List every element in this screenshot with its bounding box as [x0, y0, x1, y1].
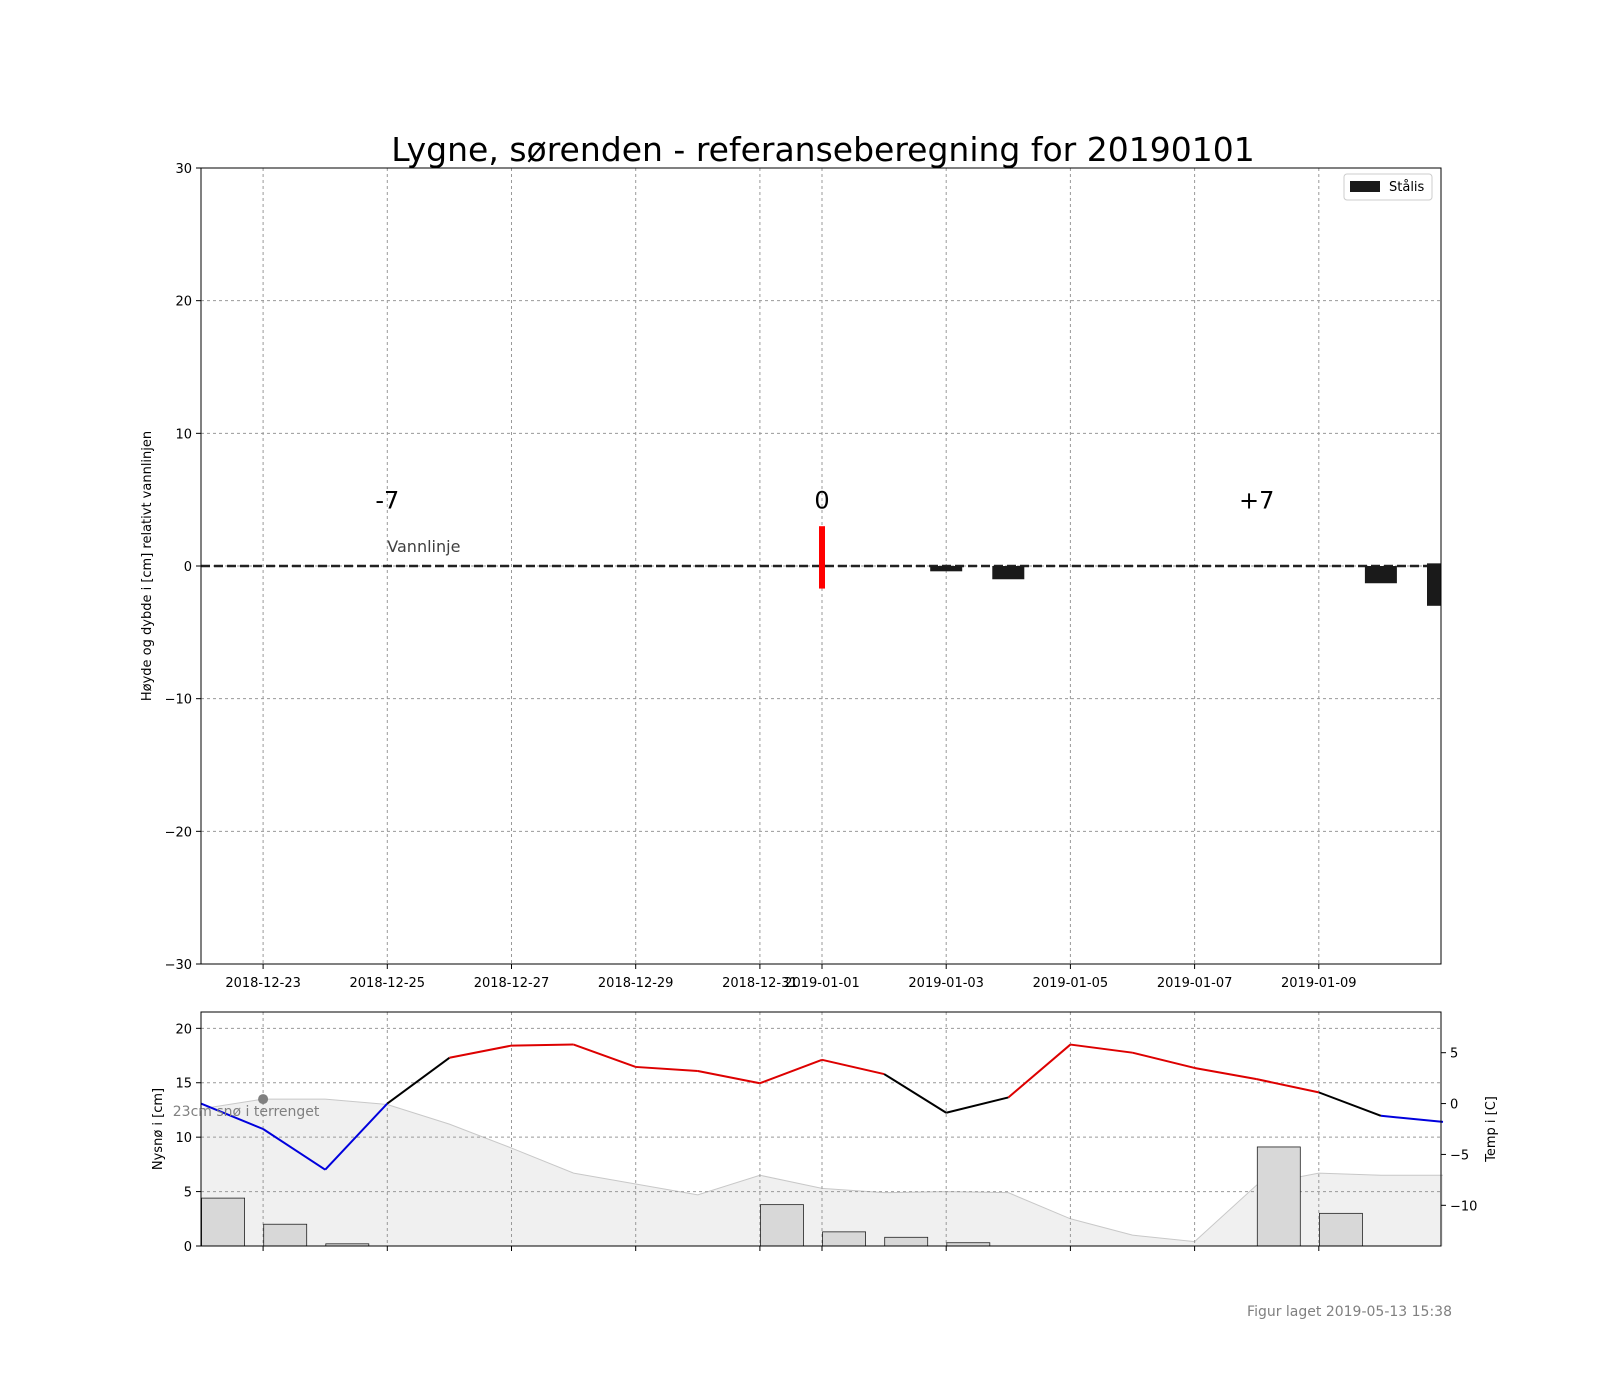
- temperature-segment: [1380, 1114, 1444, 1123]
- main-ytick-label: −10: [165, 693, 192, 708]
- main-ytick-label: 30: [175, 162, 192, 177]
- temperature-segment: [1194, 1066, 1257, 1081]
- temperature-segment: [386, 1056, 450, 1105]
- temp-ytick-label: 5: [1450, 1047, 1458, 1062]
- main-xtick-label: 2018-12-29: [598, 976, 674, 991]
- snow-axes-frame: [200, 1011, 1442, 1247]
- main-gridlines: [201, 168, 1441, 964]
- temperature-segment: [324, 1102, 389, 1171]
- main-xtick-label: 2019-01-09: [1281, 976, 1357, 991]
- waterline-label: Vannlinje: [387, 537, 460, 556]
- temperature-segment: [821, 1058, 885, 1076]
- new-snow-bar: [1319, 1212, 1363, 1247]
- footer-timestamp: Figur laget 2019-05-13 15:38: [1247, 1304, 1452, 1320]
- legend-label-stalis: Stålis: [1389, 180, 1425, 195]
- chart-title: Lygne, sørenden - referanseberegning for…: [391, 130, 1254, 169]
- day-marker-label: +7: [1239, 487, 1274, 515]
- temperature-segment: [1007, 1043, 1072, 1099]
- main-xtick-label: 2018-12-23: [225, 976, 301, 991]
- temperature-segment: [1256, 1078, 1320, 1094]
- temperature-segment: [200, 1102, 264, 1130]
- main-ytick-label: −30: [165, 958, 192, 973]
- temperature-segment: [573, 1043, 637, 1068]
- temperature-segment: [883, 1073, 947, 1114]
- main-y-axis-label: Høyde og dybde i [cm] relativt vannlinje…: [140, 431, 155, 701]
- new-snow-bar: [760, 1204, 804, 1247]
- temp-ytick-label: −5: [1450, 1148, 1469, 1163]
- temperature-segment: [511, 1043, 574, 1047]
- stalis-bar: [930, 566, 963, 572]
- stalis-bar: [1427, 563, 1441, 606]
- snow-ytick-label: 0: [184, 1240, 192, 1255]
- snow-annotation-text: 23cm snø i terrenget: [173, 1104, 320, 1120]
- temp-ytick-label: −10: [1450, 1199, 1477, 1214]
- main-ytick-label: 20: [175, 295, 192, 310]
- snow-y-axis-label: Nysnø i [cm]: [151, 1088, 166, 1170]
- main-xtick-label: 2019-01-07: [1157, 976, 1233, 991]
- snow-depth-area: [201, 1099, 1443, 1246]
- temp-ytick-label: 0: [1450, 1098, 1458, 1113]
- new-snow-bar: [1256, 1146, 1301, 1247]
- temperature-segment: [697, 1070, 761, 1085]
- snow-annotation: 23cm snø i terrenget: [173, 1094, 320, 1120]
- main-axis-ticks: 30 20 10 0 −10 −20 −30 2018-12-23 2018-12-25 2018…: [165, 162, 1357, 991]
- temperature-segment: [945, 1096, 1009, 1114]
- main-plot-area: Vannlinje -7 0 +7: [201, 487, 1441, 606]
- new-snow-bar: [822, 1231, 866, 1247]
- snow-ytick-label: 20: [175, 1022, 192, 1037]
- main-ytick-label: 0: [184, 560, 192, 575]
- snow-axis-ticks: 0 5 10 15 20 5 0 −5 −10: [175, 1022, 1477, 1255]
- new-snow-bar: [884, 1236, 929, 1247]
- temperature-segment: [635, 1065, 698, 1073]
- snow-gridlines: [201, 1012, 1441, 1246]
- new-snow-bar: [263, 1223, 308, 1247]
- temperature-line: [200, 1043, 1444, 1171]
- main-xtick-label: 2019-01-03: [908, 976, 984, 991]
- main-xtick-label: 2019-01-05: [1033, 976, 1109, 991]
- snow-ytick-label: 10: [175, 1131, 192, 1146]
- temperature-y-axis-label: Temp i [C]: [1484, 1096, 1499, 1163]
- temperature-segment: [262, 1128, 326, 1171]
- temperature-segment: [449, 1044, 512, 1059]
- main-xtick-label: 2018-12-25: [350, 976, 426, 991]
- legend-frame: [1343, 173, 1433, 201]
- main-xtick-label: 2019-01-01: [784, 976, 860, 991]
- temperature-segment: [1318, 1091, 1382, 1117]
- stalis-bar: [1364, 566, 1397, 584]
- temperature-segment: [759, 1058, 823, 1085]
- legend: Stålis: [1343, 173, 1433, 201]
- legend-swatch-stalis: [1350, 181, 1380, 192]
- main-ytick-label: 10: [175, 427, 192, 442]
- temperature-segment: [1070, 1043, 1133, 1054]
- day-marker-label: -7: [375, 487, 399, 515]
- new-snow-bar: [201, 1197, 246, 1247]
- stalis-bar: [992, 566, 1025, 580]
- snow-ytick-label: 5: [184, 1186, 192, 1201]
- main-ytick-label: −20: [165, 825, 192, 840]
- main-xtick-label: 2018-12-31: [722, 976, 798, 991]
- temperature-segment: [1132, 1051, 1195, 1069]
- snow-depth-marker: [258, 1094, 269, 1105]
- reference-marker: [819, 526, 825, 589]
- snow-ytick-label: 15: [175, 1077, 192, 1092]
- day-marker-label: 0: [814, 487, 829, 515]
- main-xtick-label: 2018-12-27: [474, 976, 550, 991]
